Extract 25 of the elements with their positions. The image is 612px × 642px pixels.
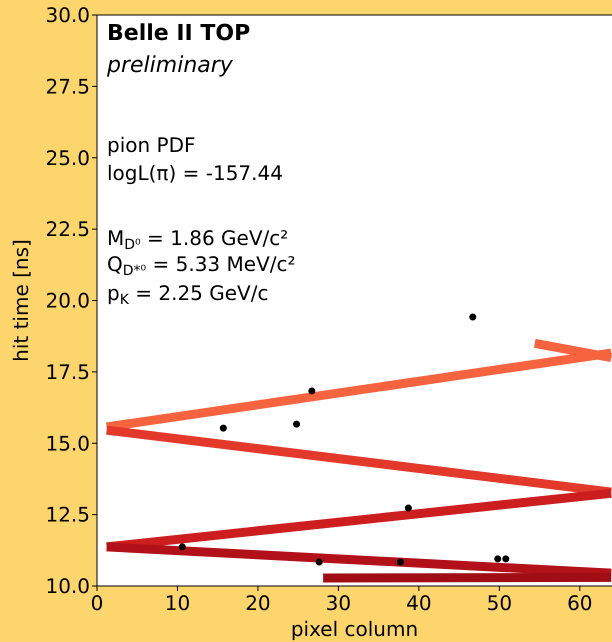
- y-tick-label: 25.0: [45, 146, 90, 170]
- y-tick-label: 30.0: [45, 3, 90, 27]
- x-tick-label: 20: [245, 591, 271, 615]
- y-tick-label: 20.0: [45, 288, 90, 312]
- x-tick-label: 10: [164, 591, 190, 615]
- y-tick-label: 27.5: [45, 74, 90, 98]
- annotation: Belle II TOP: [107, 21, 250, 46]
- x-axis-title: pixel column: [290, 617, 418, 641]
- x-tick-label: 60: [567, 591, 593, 615]
- y-tick-label: 10.0: [45, 574, 90, 598]
- annotation: logL(π) = -157.44: [107, 161, 283, 185]
- y-tick-label: 12.5: [45, 502, 90, 527]
- x-tick-label: 0: [90, 591, 104, 615]
- annotation: M$_{D⁰}$ = 1.86 GeV/c²: [107, 226, 288, 252]
- x-tick-label: 40: [406, 591, 432, 615]
- y-axis-title: hit time [ns]: [9, 239, 33, 362]
- y-tick-label: 15.0: [45, 431, 90, 456]
- annotation: pion PDF: [107, 133, 196, 157]
- x-tick-label: 50: [486, 591, 512, 615]
- annotation: p$_{K}$ = 2.25 GeV/c: [107, 281, 268, 308]
- x-tick-label: 30: [326, 591, 352, 615]
- annotation: preliminary: [106, 53, 234, 78]
- y-tick-label: 22.5: [45, 217, 90, 242]
- y-tick-label: 17.5: [45, 360, 90, 384]
- annotation: Q$_{D*⁰}$ = 5.33 MeV/c²: [107, 252, 296, 278]
